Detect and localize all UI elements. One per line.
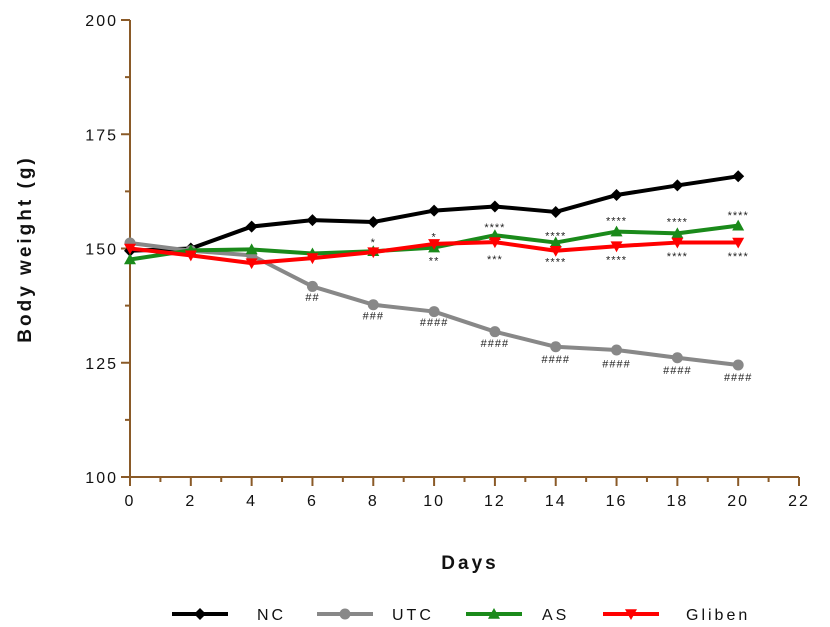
data-point bbox=[367, 215, 380, 228]
data-point bbox=[428, 239, 441, 250]
significance-label: **** bbox=[728, 251, 749, 263]
data-point bbox=[611, 344, 623, 356]
y-tick-label: 100 bbox=[85, 470, 118, 487]
data-point bbox=[671, 237, 684, 249]
data-point bbox=[306, 280, 318, 292]
data-point bbox=[367, 247, 380, 259]
y-tick-label: 175 bbox=[85, 127, 118, 144]
x-tick-label: 10 bbox=[423, 493, 445, 510]
data-point bbox=[428, 204, 441, 217]
y-axis-title: Body weight (g) bbox=[15, 155, 36, 342]
data-point bbox=[549, 236, 562, 248]
x-tick-label: 16 bbox=[606, 493, 628, 510]
data-point bbox=[732, 359, 744, 371]
data-point bbox=[549, 205, 562, 218]
x-tick-label: 6 bbox=[307, 493, 318, 510]
y-tick-label: 200 bbox=[85, 13, 118, 30]
axes: 100 125 150 175 200 0 2 4 6 8 10 12 14 16 18 20 22 bbox=[85, 13, 810, 510]
legend-label: UTC bbox=[392, 607, 434, 624]
y-tick-label: 150 bbox=[85, 242, 118, 259]
x-tick-label: 18 bbox=[666, 493, 688, 510]
legend-item-as: AS bbox=[466, 607, 569, 624]
data-point bbox=[489, 326, 501, 338]
legend-label: NC bbox=[257, 607, 286, 624]
data-point bbox=[124, 243, 136, 255]
data-point bbox=[732, 170, 745, 183]
significance-label: **** bbox=[667, 251, 688, 263]
significance-label: #### bbox=[724, 372, 752, 384]
data-point bbox=[245, 243, 258, 255]
series-gliben bbox=[124, 237, 745, 270]
data-point bbox=[671, 179, 684, 192]
legend-label: Gliben bbox=[686, 607, 750, 624]
x-tick-label: 14 bbox=[545, 493, 567, 510]
significance-label: #### bbox=[663, 365, 691, 377]
data-point bbox=[610, 225, 623, 237]
data-point bbox=[732, 219, 745, 231]
significance-label: **** bbox=[545, 230, 566, 242]
legend-label: AS bbox=[542, 607, 569, 624]
data-point bbox=[367, 299, 379, 311]
x-tick-label: 2 bbox=[185, 493, 196, 510]
data-point bbox=[488, 237, 501, 249]
significance-label: #### bbox=[420, 317, 448, 329]
significance-label: **** bbox=[606, 216, 627, 228]
significance-label: **** bbox=[484, 222, 505, 234]
data-point bbox=[671, 352, 683, 364]
data-point bbox=[245, 220, 258, 233]
significance-label: ## bbox=[305, 292, 319, 304]
x-tick-label: 0 bbox=[125, 493, 136, 510]
x-axis-title: Days bbox=[441, 553, 498, 574]
significance-label: *** bbox=[487, 254, 503, 266]
data-point bbox=[428, 306, 440, 318]
data-point bbox=[610, 241, 623, 253]
significance-label: #### bbox=[541, 354, 569, 366]
significance-label: **** bbox=[545, 256, 566, 268]
annotation-layer: ################# ############* **********… bbox=[305, 210, 752, 384]
significance-label: ### bbox=[363, 310, 384, 322]
legend-item-gliben: Gliben bbox=[603, 607, 750, 624]
data-point bbox=[488, 200, 501, 213]
significance-label: ** bbox=[429, 255, 440, 267]
data-point bbox=[550, 341, 562, 353]
legend-swatch-marker bbox=[339, 608, 351, 620]
data-point bbox=[124, 253, 136, 265]
data-point bbox=[306, 214, 319, 227]
legend-item-nc: NC bbox=[172, 607, 286, 624]
data-point bbox=[732, 237, 745, 249]
series-layer bbox=[124, 170, 745, 371]
significance-label: **** bbox=[728, 210, 749, 222]
significance-label: * bbox=[371, 237, 376, 249]
data-point bbox=[245, 258, 258, 270]
data-point bbox=[306, 253, 319, 265]
legend-item-utc: UTC bbox=[317, 607, 434, 624]
legend-swatch-marker bbox=[625, 609, 637, 620]
x-tick-label: 20 bbox=[727, 493, 749, 510]
significance-label: #### bbox=[481, 338, 509, 350]
significance-label: **** bbox=[606, 255, 627, 267]
data-point bbox=[671, 227, 684, 239]
x-tick-label: 12 bbox=[484, 493, 506, 510]
significance-label: #### bbox=[602, 358, 630, 370]
legend-swatch-marker bbox=[194, 608, 206, 620]
data-point bbox=[610, 189, 623, 202]
legend-swatch-marker bbox=[488, 608, 500, 619]
data-point bbox=[549, 245, 562, 257]
x-tick-label: 4 bbox=[246, 493, 257, 510]
significance-label: * bbox=[431, 231, 436, 243]
data-point bbox=[184, 250, 197, 262]
legend: NC UTC AS Gliben bbox=[172, 607, 750, 624]
x-tick-label: 22 bbox=[788, 493, 810, 510]
significance-label: **** bbox=[667, 217, 688, 229]
y-tick-label: 125 bbox=[85, 356, 118, 373]
x-tick-label: 8 bbox=[368, 493, 379, 510]
